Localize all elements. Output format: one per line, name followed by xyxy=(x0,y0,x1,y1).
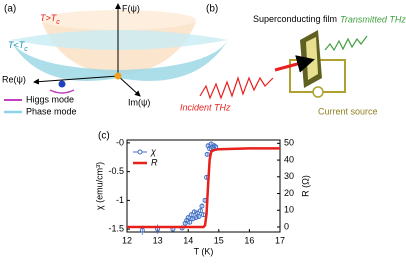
incident-wave xyxy=(199,76,274,100)
y2-tick-label: 0 xyxy=(284,221,289,231)
chi-point xyxy=(196,213,202,219)
source-label: Current source xyxy=(318,106,378,116)
x-tick-label: 15 xyxy=(214,235,224,245)
surface-below-top xyxy=(10,30,228,50)
state-dot xyxy=(114,72,122,80)
chi-point xyxy=(193,215,199,221)
surface-below xyxy=(10,40,228,81)
x-axis-label: T (K) xyxy=(194,246,214,256)
y2-tick-label: 20 xyxy=(284,188,294,198)
chi-point xyxy=(197,208,203,214)
panel-c: (c) 12 13 14 15 16 17 -1.5 -1 -0.5 -0 0 10 20 30 40 50 T… xyxy=(94,131,310,257)
higgs-label: Higgs mode xyxy=(26,94,74,104)
transmitted-wave xyxy=(324,35,368,52)
y2-tick-label: 40 xyxy=(284,154,294,164)
im-axis xyxy=(117,75,141,97)
im-axis-label: Im(ψ) xyxy=(128,97,150,107)
x-tick-label: 17 xyxy=(275,235,285,245)
t-below: T<Tc xyxy=(8,40,28,53)
r-line xyxy=(127,147,280,229)
x-tick-label: 16 xyxy=(244,235,254,245)
chi-point xyxy=(187,219,193,225)
incident-arrow xyxy=(274,55,315,73)
y-tick-label: -0.5 xyxy=(108,166,124,176)
y-tick-label: -0 xyxy=(116,137,124,147)
chi-point xyxy=(191,209,197,215)
t-above-main: T>T xyxy=(40,13,58,23)
surface-above-top xyxy=(42,10,196,30)
film-label: Superconducting film xyxy=(253,14,337,24)
chi-point xyxy=(204,151,210,157)
y2-tick-label: 10 xyxy=(284,205,294,215)
state-dot xyxy=(58,80,66,88)
t-below-sub: c xyxy=(24,46,28,53)
higgs-arrow xyxy=(49,89,75,94)
circuit xyxy=(289,59,346,93)
chi-point xyxy=(139,227,145,233)
panel-label: (a) xyxy=(4,4,16,15)
re-axis-label: Re(ψ) xyxy=(2,74,26,84)
panel-a: (a) T>Tc T<Tc F(ψ) Re(ψ) Im(ψ) Higgs mod… xyxy=(2,3,228,116)
y2-tick-label: 30 xyxy=(284,171,294,181)
chi-point xyxy=(185,215,191,221)
legend-swatch xyxy=(137,149,143,155)
panel-b: (b) Superconducting film Transmitted THz… xyxy=(180,4,406,117)
panel-label: (c) xyxy=(98,131,110,142)
x-tick-label: 13 xyxy=(153,235,163,245)
chi-point xyxy=(199,203,205,209)
chi-point xyxy=(190,216,196,222)
y-tick-label: -1 xyxy=(116,195,124,205)
y-axis-label: χ (emu/cm³) xyxy=(94,162,104,210)
x-tick-label: 12 xyxy=(122,235,132,245)
y-tick-label: -1.5 xyxy=(108,224,124,234)
transmitted-label: Transmitted THz xyxy=(340,14,406,24)
panel-label: (b) xyxy=(206,4,218,15)
film-text: Superconducting film xyxy=(253,14,337,24)
chi-point xyxy=(207,146,213,152)
f-axis-label: F(ψ) xyxy=(122,3,140,13)
x-tick-label: 14 xyxy=(183,235,193,245)
re-axis xyxy=(33,75,119,85)
chi-point xyxy=(188,212,194,218)
current-source xyxy=(312,86,324,98)
legend-label: R xyxy=(151,157,158,167)
incident-label: Incident THz xyxy=(180,102,231,112)
y2-tick-label: 50 xyxy=(284,138,294,148)
t-above: T>Tc xyxy=(40,13,60,26)
t-above-sub: c xyxy=(56,19,60,26)
film-face xyxy=(306,37,318,80)
t-below-main: T<T xyxy=(8,40,26,50)
y2-axis-label: R (Ω) xyxy=(300,175,310,197)
phase-label: Phase mode xyxy=(26,106,77,116)
legend-label: χ xyxy=(150,146,157,156)
plot-frame xyxy=(126,139,281,233)
